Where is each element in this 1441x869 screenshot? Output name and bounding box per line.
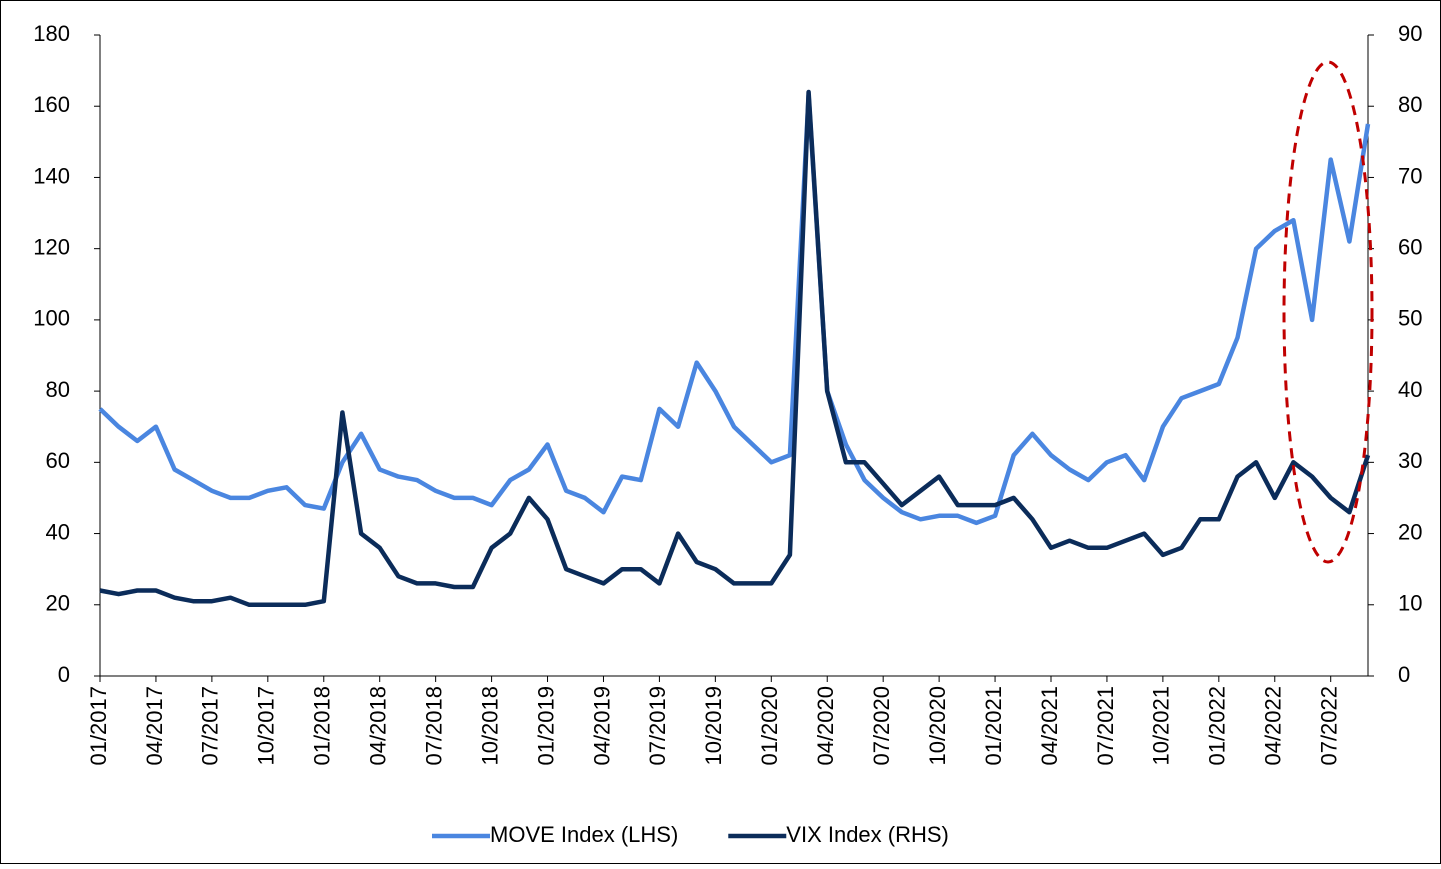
legend-label: MOVE Index (LHS) [490,822,678,847]
y2-tick-label: 70 [1398,163,1422,188]
x-tick-label: 07/2021 [1093,686,1118,766]
y-tick-label: 80 [46,377,70,402]
y2-tick-label: 30 [1398,448,1422,473]
y-tick-label: 40 [46,519,70,544]
legend-label: VIX Index (RHS) [786,822,949,847]
x-tick-label: 04/2017 [142,686,167,766]
x-tick-label: 01/2020 [757,686,782,766]
y2-tick-label: 60 [1398,234,1422,259]
x-tick-label: 10/2020 [925,686,950,766]
x-tick-label: 10/2019 [701,686,726,766]
x-tick-label: 01/2019 [533,686,558,766]
y2-tick-label: 90 [1398,21,1422,46]
y2-tick-label: 20 [1398,519,1422,544]
y2-tick-label: 10 [1398,591,1422,616]
y-tick-label: 160 [33,92,70,117]
y-tick-label: 0 [58,662,70,687]
x-tick-label: 07/2022 [1317,686,1342,766]
x-tick-label: 04/2020 [813,686,838,766]
x-tick-label: 01/2021 [981,686,1006,766]
x-tick-label: 04/2021 [1037,686,1062,766]
x-tick-label: 04/2018 [366,686,391,766]
y2-tick-label: 40 [1398,377,1422,402]
y2-tick-label: 50 [1398,306,1422,331]
x-tick-label: 01/2017 [86,686,111,766]
data-line [98,93,1371,526]
x-tick-label: 10/2021 [1149,686,1174,766]
y2-tick-label: 80 [1398,92,1422,117]
x-tick-label: 01/2018 [310,686,335,766]
x-tick-label: 04/2022 [1261,686,1286,766]
y-tick-label: 100 [33,306,70,331]
x-tick-label: 07/2019 [645,686,670,766]
highlight-ellipse [1282,60,1374,564]
x-tick-label: 07/2018 [421,686,446,766]
y-tick-label: 180 [33,21,70,46]
x-tick-label: 04/2019 [589,686,614,766]
x-tick-label: 10/2017 [254,686,279,766]
y-tick-label: 120 [33,234,70,259]
x-tick-label: 01/2022 [1205,686,1230,766]
y2-tick-label: 0 [1398,662,1410,687]
y-tick-label: 60 [46,448,70,473]
x-tick-label: 10/2018 [477,686,502,766]
y-tick-label: 20 [46,591,70,616]
x-tick-label: 07/2020 [869,686,894,766]
data-line [99,89,1371,608]
x-tick-label: 07/2017 [198,686,223,766]
y-tick-label: 140 [33,163,70,188]
